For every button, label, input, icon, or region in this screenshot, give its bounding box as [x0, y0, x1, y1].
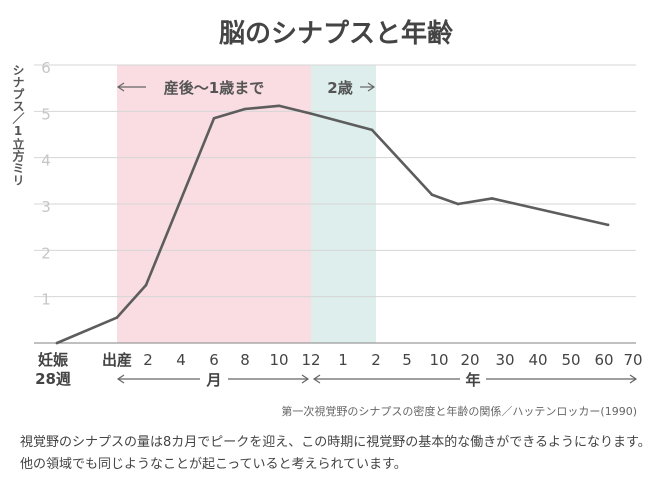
x-tick-label: 20 — [460, 351, 479, 369]
y-tick-label: 3 — [41, 198, 51, 216]
x-tick-label: 出産 — [102, 351, 132, 369]
x-tick-label: 60 — [594, 351, 613, 369]
x-tick-label: 10 — [269, 351, 288, 369]
data-point-11 — [456, 202, 460, 206]
x-tick-label: 70 — [623, 351, 642, 369]
caption-text: 視覚野のシナプスの量は8カ月でピークを迎え、この時期に視覚野の基本的な働きができ… — [20, 435, 651, 472]
data-point-9 — [370, 128, 374, 132]
data-point-8 — [309, 112, 313, 115]
x-group-label-months: 月 — [205, 371, 221, 389]
y-tick-label: 4 — [41, 152, 51, 170]
x-tick-label: 30 — [495, 351, 514, 369]
region2-arrow-head — [367, 82, 376, 92]
data-point-1 — [55, 341, 59, 345]
x-group-label-years: 年 — [465, 371, 480, 389]
x-tick-label: 2 — [143, 351, 153, 369]
data-point-10 — [430, 193, 434, 197]
years-arrow-head-left — [312, 374, 321, 384]
source-citation: 第一次視覚野のシナプスの密度と年齢の関係／ハッテンロッカー(1990) — [281, 405, 637, 418]
grid-lines — [34, 64, 636, 344]
x-tick-label: 40 — [528, 351, 547, 369]
y-tick-label: 6 — [41, 59, 51, 77]
x-tick-label: 4 — [176, 351, 186, 369]
chart-title: 脳のシナプスと年齢 — [218, 18, 454, 49]
x-tick-label: 6 — [209, 351, 219, 369]
data-point-12 — [490, 197, 494, 200]
y-tick-label: 5 — [41, 105, 51, 123]
x-tick-label: 2 — [371, 351, 381, 369]
region-label-2: 2歳 — [327, 79, 352, 97]
region1-arrow-head — [116, 82, 125, 92]
x-tick-label: 1 — [338, 351, 348, 369]
data-point-4 — [179, 198, 183, 201]
months-arrow-head-right — [301, 374, 310, 384]
y-axis-title: シナプス／1立方ミリ — [11, 64, 25, 186]
data-point-5 — [212, 116, 216, 120]
years-arrow-head-right — [629, 374, 638, 384]
months-arrow-head-left — [116, 374, 125, 384]
x-tick-label: 8 — [240, 351, 250, 369]
x-tick-label: 5 — [402, 351, 412, 369]
data-point-6 — [243, 107, 247, 111]
y-tick-label: 2 — [41, 244, 51, 262]
data-point-3 — [144, 283, 148, 287]
data-point-2 — [115, 316, 119, 319]
data-point-7 — [277, 104, 281, 108]
x-tick-label: 10 — [429, 351, 448, 369]
x-tick-label: 12 — [301, 351, 320, 369]
y-tick-label: 1 — [41, 291, 51, 309]
x-tick-label: 50 — [561, 351, 580, 369]
data-point-13 — [606, 223, 610, 227]
x-tick-label: 妊娠 28週 — [35, 351, 71, 388]
region-label-1: 産後〜1歳まで — [164, 79, 264, 97]
